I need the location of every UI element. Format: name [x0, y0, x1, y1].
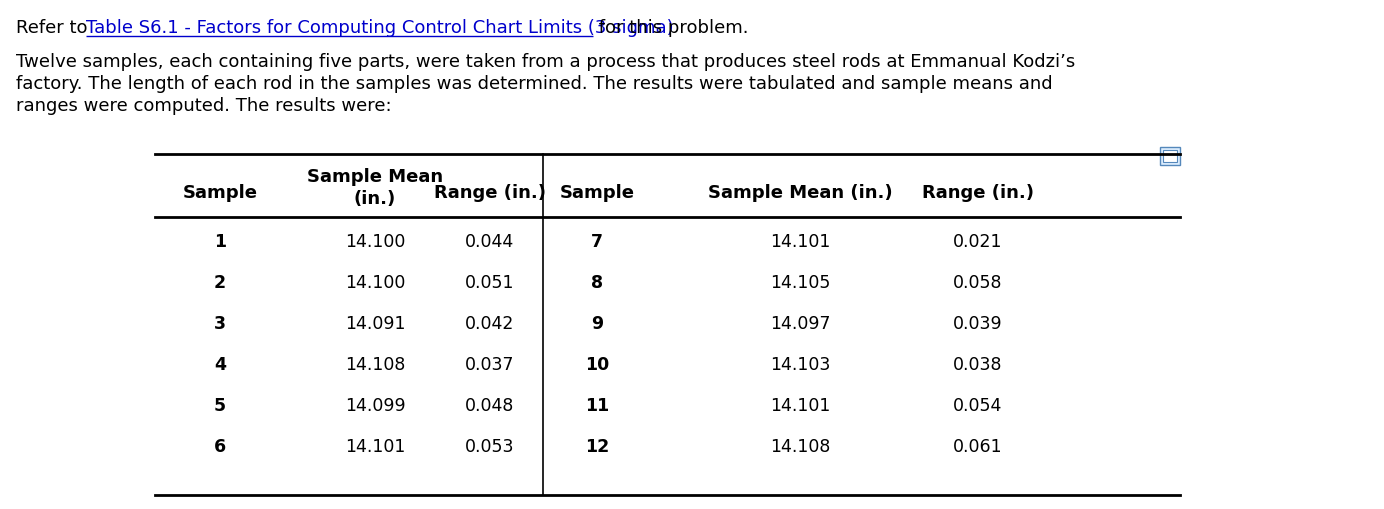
Text: Range (in.): Range (in.) — [922, 184, 1034, 202]
Text: 14.097: 14.097 — [770, 315, 830, 332]
Text: 14.101: 14.101 — [770, 233, 830, 250]
Text: 14.108: 14.108 — [770, 437, 830, 455]
Text: 0.054: 0.054 — [954, 396, 1002, 414]
Text: 1: 1 — [215, 233, 226, 250]
Text: 0.042: 0.042 — [465, 315, 515, 332]
Text: Sample Mean (in.): Sample Mean (in.) — [707, 184, 893, 202]
Text: 14.105: 14.105 — [770, 273, 830, 292]
Text: 0.061: 0.061 — [954, 437, 1003, 455]
Text: Sample: Sample — [559, 184, 634, 202]
Text: 14.101: 14.101 — [770, 396, 830, 414]
Text: 9: 9 — [591, 315, 603, 332]
Text: 0.039: 0.039 — [954, 315, 1003, 332]
Text: Sample Mean
(in.): Sample Mean (in.) — [307, 167, 443, 208]
Bar — [1163, 151, 1176, 163]
Text: 10: 10 — [585, 355, 609, 373]
Text: 0.048: 0.048 — [465, 396, 515, 414]
Text: 0.053: 0.053 — [465, 437, 515, 455]
Text: 4: 4 — [215, 355, 226, 373]
Text: 14.101: 14.101 — [345, 437, 406, 455]
Text: 14.091: 14.091 — [345, 315, 406, 332]
Text: Table S6.1 - Factors for Computing Control Chart Limits (3 sigma): Table S6.1 - Factors for Computing Contr… — [86, 19, 674, 37]
Text: 3: 3 — [215, 315, 226, 332]
Text: Range (in.): Range (in.) — [435, 184, 547, 202]
Text: 6: 6 — [215, 437, 226, 455]
Text: factory. The length of each rod in the samples was determined. The results were : factory. The length of each rod in the s… — [17, 75, 1053, 93]
Text: 0.051: 0.051 — [465, 273, 515, 292]
Text: 14.100: 14.100 — [345, 273, 406, 292]
Text: 0.037: 0.037 — [465, 355, 515, 373]
Bar — [1160, 148, 1181, 165]
Text: for this problem.: for this problem. — [594, 19, 749, 37]
Text: 0.021: 0.021 — [954, 233, 1003, 250]
Text: 12: 12 — [585, 437, 609, 455]
Text: 0.038: 0.038 — [954, 355, 1003, 373]
Text: ranges were computed. The results were:: ranges were computed. The results were: — [17, 97, 392, 115]
Text: 0.058: 0.058 — [954, 273, 1003, 292]
Text: 7: 7 — [591, 233, 603, 250]
Text: Twelve samples, each containing five parts, were taken from a process that produ: Twelve samples, each containing five par… — [17, 53, 1075, 71]
Text: 2: 2 — [215, 273, 226, 292]
Text: 14.099: 14.099 — [345, 396, 406, 414]
Text: 14.103: 14.103 — [770, 355, 830, 373]
Text: 14.108: 14.108 — [345, 355, 406, 373]
Text: Refer to: Refer to — [17, 19, 93, 37]
Text: 0.044: 0.044 — [465, 233, 515, 250]
Text: 5: 5 — [215, 396, 226, 414]
Text: 14.100: 14.100 — [345, 233, 406, 250]
Text: Sample: Sample — [183, 184, 257, 202]
Text: 11: 11 — [585, 396, 609, 414]
Text: 8: 8 — [591, 273, 603, 292]
